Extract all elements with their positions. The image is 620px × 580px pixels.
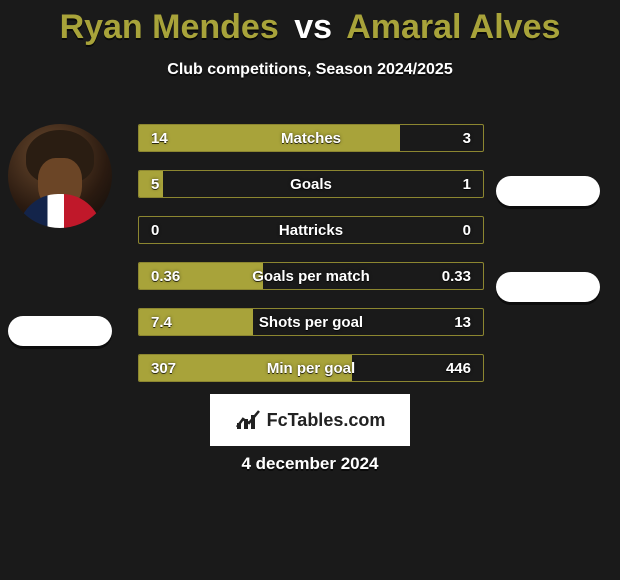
player1-name: Ryan Mendes (60, 8, 279, 46)
player2-extra-pill (496, 272, 600, 302)
stat-label: Goals (139, 171, 483, 198)
comparison-title: Ryan Mendes vs Amaral Alves (0, 0, 620, 47)
stat-bar: 00Hattricks (138, 216, 484, 244)
stat-bar: 143Matches (138, 124, 484, 152)
player2-block (496, 124, 600, 302)
stat-bar: 7.413Shots per goal (138, 308, 484, 336)
stat-bar: 0.360.33Goals per match (138, 262, 484, 290)
subtitle: Club competitions, Season 2024/2025 (0, 61, 620, 79)
player1-avatar (8, 124, 112, 228)
fctables-logo: FcTables.com (210, 394, 410, 446)
stat-label: Goals per match (139, 263, 483, 290)
stat-label: Min per goal (139, 355, 483, 382)
player1-block (8, 124, 112, 346)
stat-label: Shots per goal (139, 309, 483, 336)
stat-bars: 143Matches 51Goals 00Hattricks 0.360.33Goal… (138, 124, 484, 400)
stat-label: Hattricks (139, 217, 483, 244)
player2-name: Amaral Alves (346, 8, 560, 46)
title-vs: vs (294, 8, 332, 46)
logo-text: FcTables.com (267, 410, 386, 431)
date-text: 4 december 2024 (0, 454, 620, 474)
stat-label: Matches (139, 125, 483, 152)
player1-name-pill (8, 316, 112, 346)
stat-bar: 307446Min per goal (138, 354, 484, 382)
stat-bar: 51Goals (138, 170, 484, 198)
chart-icon (235, 409, 261, 431)
player2-name-pill (496, 176, 600, 206)
